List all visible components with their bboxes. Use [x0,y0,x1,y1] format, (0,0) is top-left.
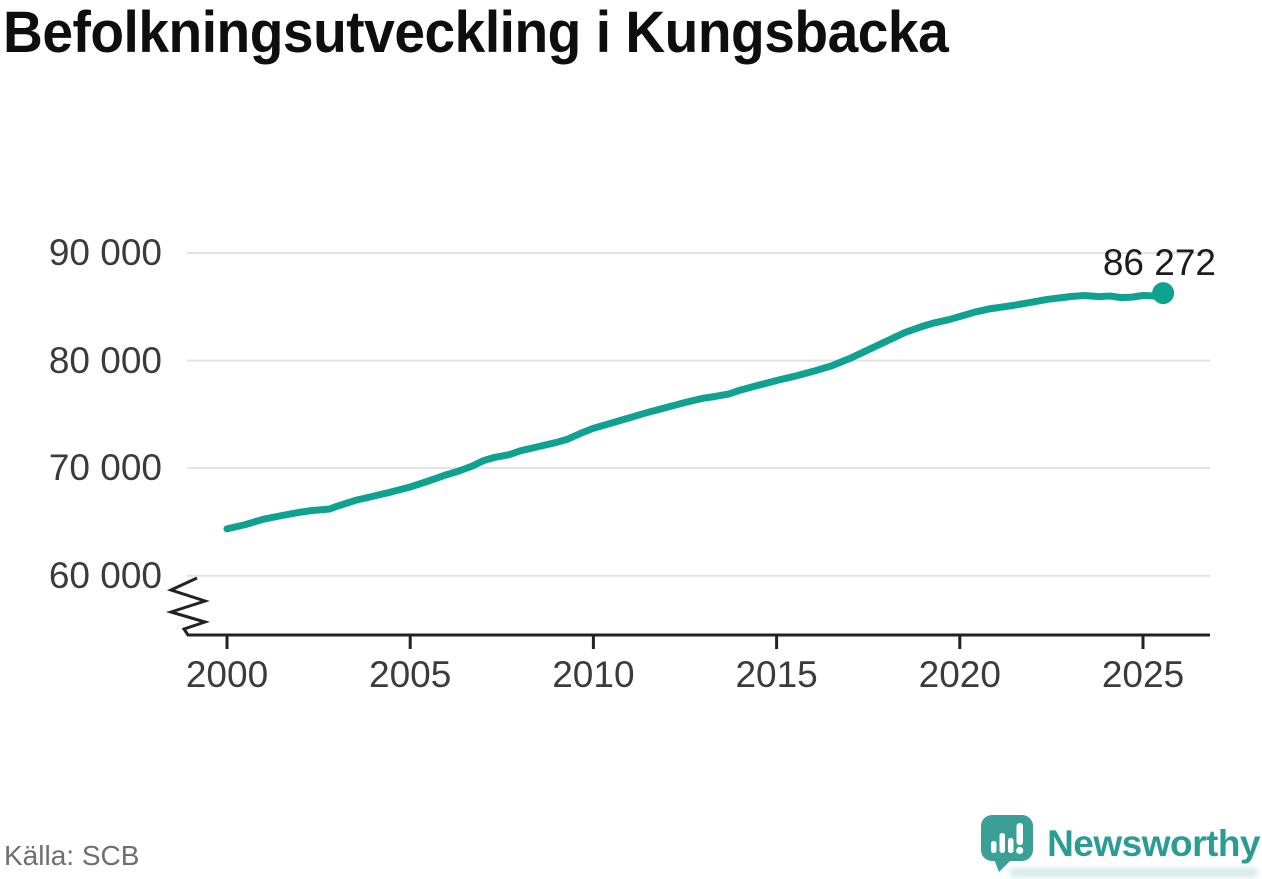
newsworthy-logo-icon [981,815,1034,872]
x-tick-label: 2025 [1101,654,1185,695]
latest-value-label: 86 272 [1102,242,1216,283]
y-tick-label: 70 000 [48,447,162,489]
y-tick-label: 60 000 [48,554,162,596]
newsworthy-logo-wordmark: Newsworthy [1047,822,1260,864]
logo-reflection-artifact [1010,868,1258,877]
y-tick-label: 90 000 [48,232,162,273]
page-title: Befolkningsutveckling i Kungsbacka [3,0,949,65]
x-tick-label: 2015 [735,654,818,695]
x-tick-label: 2020 [918,654,1001,695]
source-credit: Källa: SCB [4,840,140,871]
end-point-dot [1152,282,1175,305]
newsworthy-logo: Newsworthy [980,814,1260,872]
y-axis-break [165,576,211,636]
x-tick-label: 2005 [369,654,452,695]
population-series-line [223,289,1167,533]
y-tick-label: 80 000 [48,339,162,381]
x-tick-label: 2010 [552,654,635,695]
x-tick-label: 2000 [185,654,269,695]
